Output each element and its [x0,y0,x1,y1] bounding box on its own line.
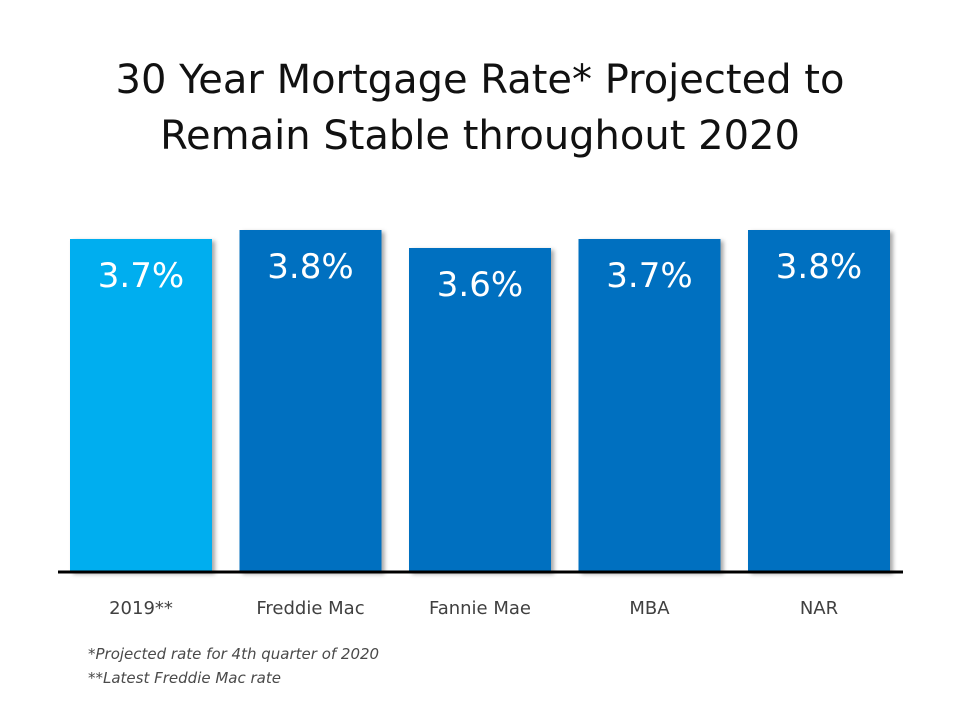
chart-title: 30 Year Mortgage Rate* Projected to Rema… [0,52,960,164]
value-label-2: 3.6% [437,265,523,305]
category-label-2: Fannie Mae [429,598,531,619]
value-label-4: 3.8% [776,247,862,287]
footnotes: *Projected rate for 4th quarter of 2020 … [88,642,379,690]
chart-title-line-2: Remain Stable throughout 2020 [160,113,800,159]
category-label-3: MBA [629,598,670,619]
bar-1 [239,230,382,572]
bar-2 [409,248,551,572]
footnote-2: **Latest Freddie Mac rate [88,669,281,687]
category-label-0: 2019** [109,598,173,619]
value-label-0: 3.7% [98,256,184,296]
footnote-1: *Projected rate for 4th quarter of 2020 [88,645,380,663]
bar-0 [70,239,212,572]
bar-4 [748,230,890,572]
value-labels-group: 3.7% 3.8% 3.6% 3.7% 3.8% [98,247,862,305]
value-label-3: 3.7% [606,256,692,296]
bar-3 [578,239,721,572]
value-label-1: 3.8% [267,247,353,287]
category-labels-group: 2019** Freddie Mac Fannie Mae MBA NAR [109,598,838,619]
chart-title-line-1: 30 Year Mortgage Rate* Projected to [115,57,845,103]
category-label-4: NAR [800,598,838,619]
category-label-1: Freddie Mac [256,598,364,619]
bars-group [70,230,890,572]
